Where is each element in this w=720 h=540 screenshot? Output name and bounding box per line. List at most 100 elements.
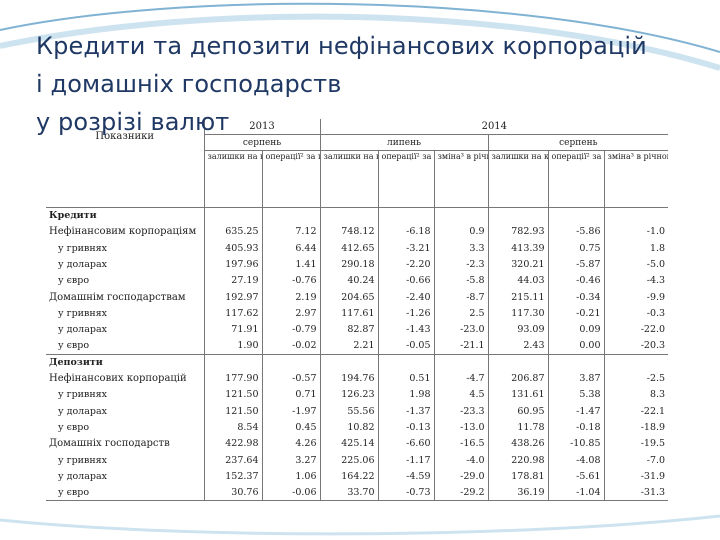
value-cell: 121.50	[204, 403, 263, 420]
column-subheader: операції² за період, млрд. грн.	[262, 150, 321, 208]
empty-cell	[320, 353, 379, 371]
value-cell: -6.18	[378, 223, 435, 241]
value-cell: 8.54	[204, 419, 263, 436]
value-cell: -1.43	[378, 321, 435, 338]
table-row: у євро 1.90 -0.02 2.21 -0.05 -21.1 2.43 0.00 -20…	[46, 337, 668, 355]
empty-cell	[548, 206, 605, 224]
value-cell: -2.40	[378, 288, 435, 306]
value-cell: -13.0	[434, 419, 489, 436]
section-header-row: Депозити	[46, 353, 669, 371]
empty-cell	[604, 206, 669, 224]
month-header: серпень	[488, 134, 669, 151]
value-cell: -1.26	[378, 305, 435, 322]
value-cell: 194.76	[320, 370, 379, 387]
value-cell: -1.0	[646, 226, 666, 238]
title-line-2: і домашніх господарств	[36, 69, 342, 98]
value-cell: 121.50	[204, 386, 263, 404]
year-2013-header: 2013	[249, 121, 275, 132]
value-cell: 290.18	[320, 256, 379, 273]
value-cell: 117.62	[204, 305, 263, 322]
value-cell: 220.98	[488, 451, 549, 469]
value-cell: 3.87	[548, 370, 605, 387]
value-cell: 1.41	[262, 256, 321, 273]
value-cell: -1.17	[378, 451, 435, 469]
value-cell: -6.60	[378, 435, 435, 452]
value-cell: 5.38	[548, 386, 605, 404]
value-cell: 55.56	[320, 403, 379, 420]
month-header: серпень	[204, 134, 321, 151]
empty-cell	[548, 353, 605, 371]
value-cell: 215.11	[488, 288, 549, 306]
empty-cell	[488, 206, 549, 224]
value-cell: 2.5	[434, 305, 489, 322]
value-cell: 82.87	[320, 321, 379, 338]
value-cell: 117.30	[488, 305, 549, 322]
value-cell: -4.08	[548, 451, 605, 469]
value-cell: -0.06	[262, 484, 321, 502]
row-label: у євро	[46, 337, 205, 355]
value-cell: 192.97	[204, 288, 263, 306]
value-cell: -2.3	[434, 256, 489, 273]
value-cell: 425.14	[320, 435, 379, 452]
table-row: Нефінансових корпорацій 177.90 -0.57 194.76…	[46, 370, 668, 387]
value-cell: 204.65	[320, 288, 379, 306]
value-cell: -0.34	[548, 288, 605, 306]
row-label: у гривнях	[46, 240, 205, 257]
indicator-header: Показники	[46, 119, 205, 208]
title-line-3: у розрізі валют	[36, 107, 230, 136]
value-cell: 36.19	[488, 484, 549, 502]
value-cell: -31.3	[604, 484, 669, 502]
row-label: у гривнях	[46, 386, 205, 404]
value-cell: 2.43	[488, 337, 549, 355]
value-cell: 413.39	[488, 240, 549, 257]
value-cell: 0.9	[434, 223, 489, 241]
value-cell: 2.19	[262, 288, 321, 306]
row-label: у доларах	[46, 403, 205, 420]
value-cell: 0.71	[262, 386, 321, 404]
row-label: у доларах	[46, 468, 205, 485]
section-title: Депозити	[46, 353, 205, 371]
value-cell: -23.0	[434, 321, 489, 338]
value-cell: -23.3	[434, 403, 489, 420]
value-cell: 7.12	[262, 223, 321, 241]
row-label: у гривнях	[46, 305, 205, 322]
year-2014-header: 2014	[319, 119, 669, 135]
value-cell: -22.0	[640, 324, 666, 336]
value-cell: 1.90	[204, 337, 263, 355]
value-cell: 2.21	[320, 337, 379, 355]
value-cell: 0.75	[548, 240, 605, 257]
value-cell: -18.9	[640, 422, 666, 433]
value-cell: 4.5	[434, 386, 489, 404]
row-label: у гривнях	[46, 451, 205, 469]
table-row: у гривнях 237.64 3.27 225.06 -1.17 -4.0 220.98…	[46, 451, 668, 469]
value-cell: 44.03	[488, 272, 549, 289]
empty-cell	[378, 206, 435, 224]
table-row: у доларах 71.91 -0.79 82.87 -1.43 -23.0 93.09 0…	[46, 321, 668, 338]
value-cell: 93.09	[488, 321, 549, 338]
value-cell: -5.87	[548, 256, 605, 273]
section-title: Кредити	[46, 206, 205, 224]
value-cell: -0.46	[548, 272, 605, 289]
value-cell: -4.0	[434, 451, 489, 469]
value-cell: 237.64	[204, 451, 263, 469]
value-cell: 0.09	[548, 321, 605, 338]
value-cell: 11.78	[488, 419, 549, 436]
table-row: Домашнім господарствам 192.97 2.19 204.65 -2…	[46, 288, 668, 306]
value-cell: 2.97	[262, 305, 321, 322]
value-cell: -1.37	[378, 403, 435, 420]
value-cell: -29.0	[434, 468, 489, 485]
row-label: Нефінансовим корпораціям	[46, 223, 205, 241]
value-cell: 320.21	[488, 256, 549, 273]
value-cell: -1.04	[548, 484, 605, 502]
table-row: у євро 27.19 -0.76 40.24 -0.66 -5.8 44.03 -0.46…	[46, 272, 668, 289]
value-cell: 6.44	[262, 240, 321, 257]
credits-deposits-table: Показники 2013 2014 серпень липень серпе…	[46, 119, 669, 502]
empty-cell	[204, 206, 263, 224]
empty-cell	[204, 353, 263, 371]
column-subheader: операції² за період, млрд. грн.	[548, 150, 605, 208]
value-cell: -10.85	[548, 435, 605, 452]
month-header: липень	[320, 134, 489, 151]
value-cell: 3.27	[262, 451, 321, 469]
value-cell: -0.18	[548, 419, 605, 436]
value-cell: 117.61	[320, 305, 379, 322]
